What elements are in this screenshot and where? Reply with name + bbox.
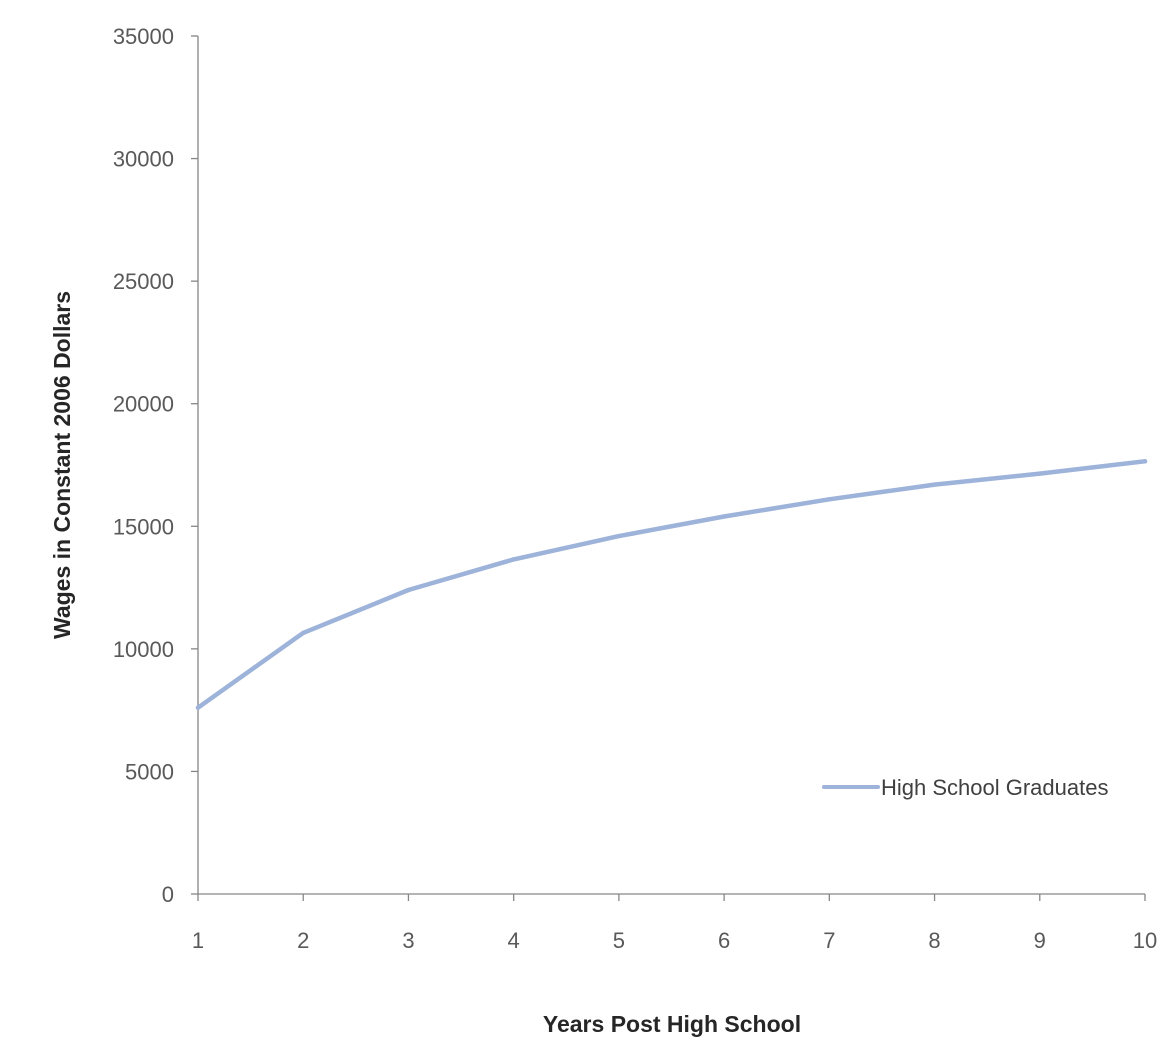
- legend-label: High School Graduates: [881, 775, 1108, 800]
- y-tick-label: 5000: [125, 759, 174, 784]
- data-point: [827, 497, 832, 502]
- y-tick-label: 20000: [113, 392, 174, 417]
- x-tick-label: 9: [1034, 928, 1046, 953]
- y-tick-label: 35000: [113, 24, 174, 49]
- y-tick-label: 10000: [113, 637, 174, 662]
- x-tick-label: 6: [718, 928, 730, 953]
- x-tick-label: 7: [823, 928, 835, 953]
- data-point: [195, 705, 201, 710]
- y-tick-label: 25000: [113, 269, 174, 294]
- x-tick-label: 4: [508, 928, 520, 953]
- x-tick-label: 2: [297, 928, 309, 953]
- ticks: 0 5000 10000 15000 20000 25000 30000 35000 1 2 3 4 5…: [113, 24, 1157, 953]
- legend: High School Graduates: [822, 775, 1108, 800]
- series-line-high-school-graduates: [195, 459, 1148, 710]
- data-point: [1037, 471, 1042, 476]
- data-point: [721, 514, 727, 519]
- axes: [197, 36, 1145, 895]
- x-tick-label: 5: [613, 928, 625, 953]
- y-tick-label: 0: [162, 882, 174, 907]
- y-axis-title: Wages in Constant 2006 Dollars: [49, 291, 75, 639]
- data-point: [406, 587, 411, 593]
- series-layer: [195, 459, 1148, 710]
- data-point: [932, 482, 937, 487]
- y-tick-label: 15000: [113, 514, 174, 539]
- data-point: [616, 533, 622, 539]
- x-tick-label: 8: [928, 928, 940, 953]
- x-tick-label: 10: [1133, 928, 1157, 953]
- x-axis-title: Years Post High School: [543, 1011, 801, 1037]
- data-point: [301, 630, 306, 636]
- y-tick-label: 30000: [113, 147, 174, 172]
- data-point: [511, 557, 516, 562]
- x-tick-label: 3: [402, 928, 414, 953]
- x-tick-label: 1: [192, 928, 204, 953]
- data-point: [1142, 459, 1148, 464]
